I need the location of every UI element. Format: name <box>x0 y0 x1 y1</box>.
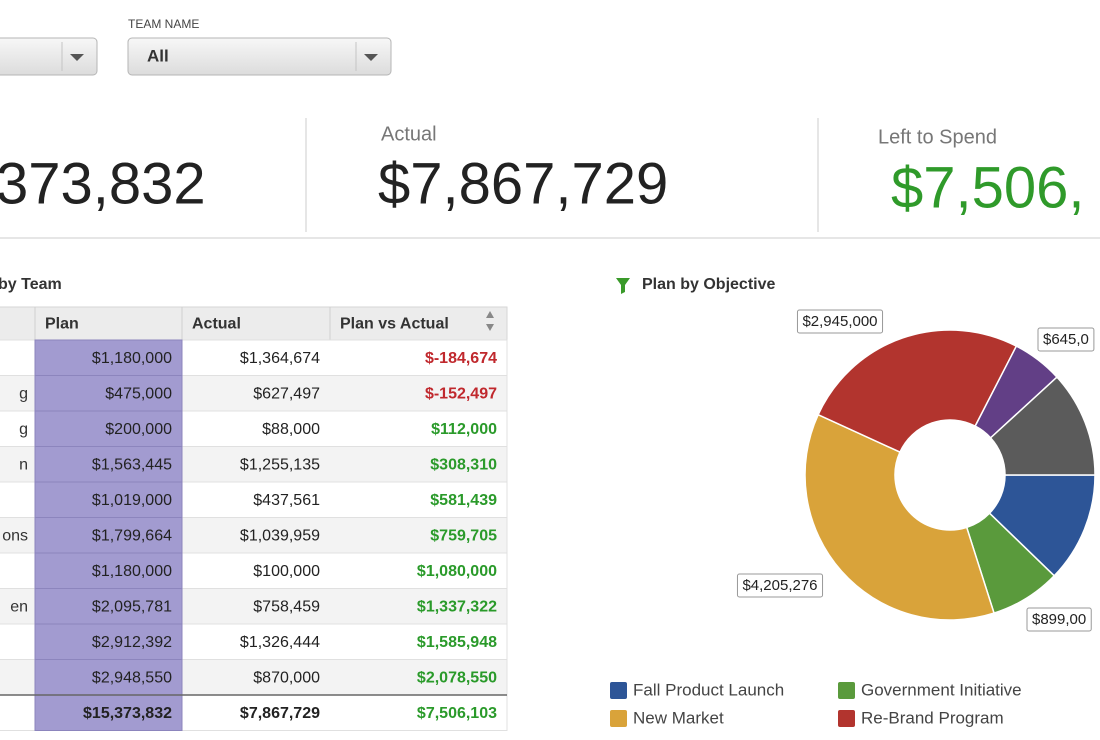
donut-slice <box>989 376 1096 476</box>
row-label: g <box>19 421 28 438</box>
value-cell: $475,000 <box>105 385 172 402</box>
header-row <box>0 306 508 341</box>
legend-label: New Market <box>633 708 724 727</box>
label-box <box>1037 327 1095 352</box>
row-label: g <box>19 385 28 402</box>
value-cell: $88,000 <box>262 421 320 438</box>
kpi-value: 373,832 <box>0 151 206 216</box>
value-cell: $758,459 <box>253 598 320 615</box>
table-title: by Team <box>0 276 62 293</box>
value-cell: $1,364,674 <box>240 350 320 367</box>
kpi-value: $7,506, <box>891 155 1085 220</box>
data-label: $4,205,276 <box>736 573 824 598</box>
legend-swatch <box>610 682 627 699</box>
label-text: $2,945,000 <box>802 313 877 330</box>
table: Plan Actual Plan vs Actual $1,180,000 $1,364… <box>0 306 508 731</box>
dropdown-value: All <box>147 46 169 65</box>
column-header: Actual <box>192 316 241 333</box>
donut-slice <box>804 413 995 621</box>
value-cell: $100,000 <box>253 563 320 580</box>
legend-swatch <box>610 710 627 727</box>
plan-cell <box>34 481 183 518</box>
value-cell: $870,000 <box>253 669 320 686</box>
legend-swatch <box>838 682 855 699</box>
donut-slice <box>817 329 1018 454</box>
value-cell: $627,497 <box>253 385 320 402</box>
variance-cell: $1,337,322 <box>417 598 497 615</box>
variance-cell: $581,439 <box>430 492 497 509</box>
kpi-value: $7,867,729 <box>378 151 668 216</box>
plan-cell <box>34 410 183 447</box>
label-box <box>1026 607 1092 632</box>
data-label: $899,00 <box>1026 607 1092 632</box>
chart-title: Plan by Objective <box>642 276 775 293</box>
value-cell: $15,373,832 <box>83 705 172 722</box>
filter-icon[interactable] <box>616 278 630 294</box>
column-header: Plan vs Actual <box>340 316 449 333</box>
label-box <box>796 309 884 334</box>
label-box <box>736 573 824 598</box>
filter-label: TEAM NAME <box>128 17 199 31</box>
variance-cell: $1,080,000 <box>417 563 497 580</box>
donut-slice <box>988 474 1096 577</box>
value-cell: $7,867,729 <box>240 705 320 722</box>
variance-cell: $2,078,550 <box>417 669 497 686</box>
value-cell: $2,095,781 <box>92 598 172 615</box>
kpi-label: Left to Spend <box>878 126 997 148</box>
value-cell: $1,326,444 <box>240 634 320 651</box>
variance-cell: $1,585,948 <box>417 634 497 651</box>
value-cell: $1,039,959 <box>240 527 320 544</box>
value-cell: $2,948,550 <box>92 669 172 686</box>
row-label: n <box>19 456 28 473</box>
legend-label: Fall Product Launch <box>633 680 784 699</box>
label-text: $645,0 <box>1043 331 1089 348</box>
value-cell: $200,000 <box>105 421 172 438</box>
row-label: ons <box>2 527 28 544</box>
plan-cell <box>34 623 183 660</box>
legend-swatch <box>838 710 855 727</box>
row-label: en <box>10 598 28 615</box>
data-label: $2,945,000 <box>796 309 884 334</box>
variance-cell: $308,310 <box>430 456 497 473</box>
value-cell: $1,799,664 <box>92 527 172 544</box>
variance-cell: $-152,497 <box>425 385 497 402</box>
value-cell: $1,255,135 <box>240 456 320 473</box>
plan-cell <box>34 659 183 696</box>
legend-label: Government Initiative <box>861 680 1022 699</box>
value-cell: $1,180,000 <box>92 563 172 580</box>
donut-chart: $899,00 $4,205,276 $2,945,000 $645,0 Fall Pr… <box>610 309 1096 727</box>
sort-icon <box>486 311 494 331</box>
variance-cell: $112,000 <box>431 421 497 438</box>
variance-cell: $-184,674 <box>425 350 497 367</box>
variance-cell: $7,506,103 <box>417 705 497 722</box>
filter-dropdown[interactable] <box>0 37 98 76</box>
value-cell: $1,019,000 <box>92 492 172 509</box>
plan-cell <box>34 588 183 625</box>
team-dropdown[interactable]: All <box>127 37 392 76</box>
value-cell: $1,563,445 <box>92 456 172 473</box>
legend-label: Re-Brand Program <box>861 708 1004 727</box>
column-header: Plan <box>45 316 79 333</box>
plan-cell <box>34 517 183 554</box>
plan-cell <box>34 375 183 412</box>
label-text: $899,00 <box>1032 611 1086 628</box>
plan-cell <box>34 694 183 731</box>
label-text: $4,205,276 <box>742 577 817 594</box>
value-cell: $1,180,000 <box>92 350 172 367</box>
value-cell: $437,561 <box>253 492 320 509</box>
kpi-label: Actual <box>381 123 437 145</box>
value-cell: $2,912,392 <box>92 634 172 651</box>
variance-cell: $759,705 <box>430 527 497 544</box>
plan-cell <box>34 446 183 483</box>
data-label: $645,0 <box>1037 327 1095 352</box>
